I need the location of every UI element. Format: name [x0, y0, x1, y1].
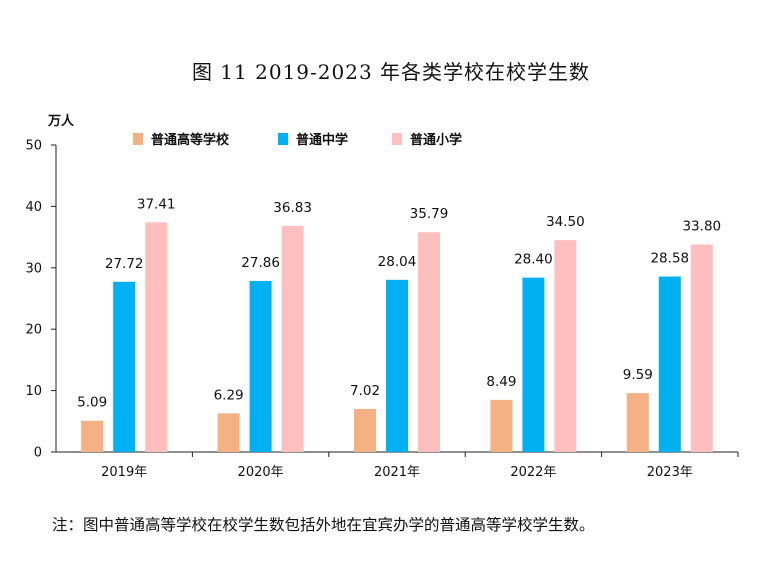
bar: [281, 225, 304, 452]
y-tick-label: 0: [34, 446, 42, 461]
bar: [418, 232, 440, 452]
bar: [354, 408, 376, 452]
data-label: 28.40: [514, 252, 553, 268]
y-tick-label: 20: [25, 323, 42, 338]
bar: [658, 276, 681, 452]
data-label: 8.49: [486, 374, 516, 390]
bar: [554, 240, 577, 452]
data-labels: 5.09 27.72 37.41 6.29 27.86 36.83 7.02 28.04 35.…: [77, 196, 721, 410]
data-label: 27.72: [105, 256, 144, 272]
chart-title: 图 11 2019-2023 年各类学校在校学生数: [191, 60, 591, 84]
legend-swatch: [278, 133, 288, 145]
x-tick-label: 2023年: [647, 465, 693, 480]
data-label: 27.86: [241, 255, 280, 271]
legend-swatch: [392, 133, 402, 145]
y-axis-unit-label: 万人: [47, 113, 75, 129]
bar: [626, 393, 649, 452]
bar: [386, 279, 408, 452]
legend-label: 普通高等学校: [151, 132, 230, 148]
data-label: 36.83: [273, 200, 312, 216]
bar: [522, 277, 545, 452]
bar: [249, 280, 272, 452]
bar: [690, 244, 713, 452]
data-label: 5.09: [77, 395, 107, 411]
legend-swatch: [133, 133, 143, 145]
legend-label: 普通中学: [296, 132, 348, 148]
bar: [145, 222, 168, 452]
x-tick-label: 2022年: [510, 465, 556, 480]
y-tick-label: 40: [25, 200, 42, 215]
legend: 普通高等学校 普通中学 普通小学: [133, 132, 462, 148]
bar: [81, 420, 104, 452]
data-label: 34.50: [546, 214, 585, 230]
data-label: 9.59: [623, 367, 653, 383]
legend-label: 普通小学: [410, 132, 462, 148]
y-tick-label: 30: [25, 261, 42, 276]
y-tick-label: 50: [25, 139, 42, 154]
x-tick-label: 2019年: [101, 465, 147, 480]
data-label: 28.58: [650, 251, 689, 267]
data-label: 35.79: [410, 206, 449, 222]
data-label: 33.80: [682, 218, 721, 234]
data-label: 28.04: [378, 254, 417, 270]
data-label: 7.02: [350, 383, 380, 399]
bars: [81, 222, 713, 452]
data-label: 6.29: [214, 387, 244, 403]
x-tick-label: 2021年: [374, 465, 420, 480]
x-tick-label: 2020年: [238, 465, 284, 480]
y-tick-label: 10: [25, 384, 42, 399]
data-label: 37.41: [137, 196, 176, 212]
footnote: 注：图中普通高等学校在校学生数包括外地在宜宾办学的普通高等学校学生数。: [52, 516, 595, 534]
bar: [217, 413, 240, 452]
bar: [113, 281, 136, 452]
bar: [490, 399, 513, 452]
